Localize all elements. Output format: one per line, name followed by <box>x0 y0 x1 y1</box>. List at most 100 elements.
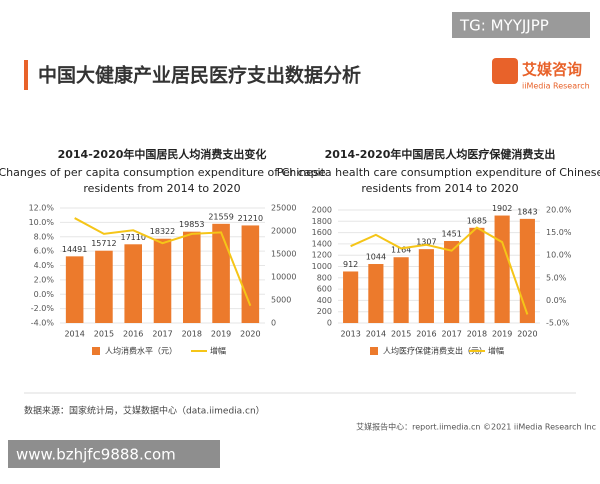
legend-swatch <box>370 347 378 355</box>
legend-label: 增幅 <box>210 346 226 356</box>
logo: 艾媒咨询 <box>522 61 582 79</box>
bar <box>418 249 434 323</box>
legend-label: 人均医疗保健消费支出（元） <box>383 346 487 356</box>
bar <box>65 256 84 323</box>
y2-tick-label: 10.0% <box>546 251 572 260</box>
bar <box>124 244 142 323</box>
line <box>74 217 252 307</box>
bar-label: 18322 <box>150 227 175 236</box>
y-tick-label: 1000 <box>312 262 332 271</box>
x-tick-label: 2016 <box>123 330 143 339</box>
y-tick-label: 400 <box>317 296 332 305</box>
bar-label: 1685 <box>467 216 487 225</box>
legend-swatch <box>92 347 100 355</box>
bar <box>212 223 230 323</box>
y-tick-label: 0.0% <box>34 290 55 299</box>
bar <box>368 264 384 323</box>
line <box>350 226 529 315</box>
page-title: 中国大健康产业居民医疗支出数据分析 <box>38 64 361 87</box>
legend-label: 人均消费水平（元） <box>105 346 177 356</box>
bar-label: 21210 <box>238 214 263 223</box>
x-tick-label: 2014 <box>64 330 84 339</box>
x-tick-label: 2015 <box>94 330 114 339</box>
y-tick-label: 8.0% <box>34 232 55 241</box>
bar <box>343 271 359 323</box>
watermark-bg <box>8 440 220 468</box>
bar <box>183 231 201 323</box>
y2-tick-label: 25000 <box>271 204 296 213</box>
y-tick-label: 800 <box>317 273 332 282</box>
bar <box>469 227 485 323</box>
y-tick-label: 200 <box>317 307 332 316</box>
y2-tick-label: 20000 <box>271 227 296 236</box>
bar <box>494 215 510 323</box>
x-tick-label: 2018 <box>182 330 202 339</box>
x-tick-label: 2015 <box>391 330 411 339</box>
bar-label: 14491 <box>62 245 87 254</box>
bar-label: 1044 <box>366 253 386 262</box>
x-tick-label: 2017 <box>441 330 461 339</box>
bar <box>95 250 113 323</box>
y-tick-label: 6.0% <box>34 247 55 256</box>
y-tick-label: 2000 <box>312 206 332 215</box>
y-tick-label: 1600 <box>312 228 332 237</box>
bar-label: 1451 <box>441 230 461 239</box>
x-tick-label: 2019 <box>492 330 512 339</box>
y-tick-label: 2.0% <box>34 275 55 284</box>
x-tick-label: 2018 <box>467 330 487 339</box>
y2-tick-label: 0 <box>271 319 276 328</box>
y-tick-label: 12.0% <box>29 204 55 213</box>
bar-label: 912 <box>343 260 358 269</box>
y-tick-label: -4.0% <box>31 319 55 328</box>
y-tick-label: 0 <box>327 319 332 328</box>
y2-tick-label: 5000 <box>271 296 291 305</box>
x-tick-label: 2016 <box>416 330 436 339</box>
y2-tick-label: 15.0% <box>546 228 572 237</box>
badge-bg <box>452 12 590 38</box>
x-tick-label: 2019 <box>211 330 231 339</box>
chart-title: 2014-2020年中国居民人均消费支出变化 <box>58 147 267 161</box>
y-tick-label: 1800 <box>312 217 332 226</box>
bar-label: 19853 <box>179 220 204 229</box>
bar-label: 21559 <box>208 212 233 221</box>
y-tick-label: 1200 <box>312 251 332 260</box>
bar-label: 1843 <box>517 207 537 216</box>
y2-tick-label: 15000 <box>271 250 296 259</box>
title-accent <box>24 60 28 90</box>
watermark: www.bzhjfc9888.com <box>16 446 176 464</box>
bar-label: 15712 <box>91 239 116 248</box>
logo-icon <box>492 58 518 84</box>
chart-title: 2014-2020年中国居民人均医疗保健消费支出 <box>325 147 556 161</box>
report: 艾媒报告中心：report.iimedia.cn ©2021 iiMedia R… <box>356 422 596 432</box>
chart-subtitle: Changes of per capita consumption expend… <box>0 166 326 195</box>
bar-label: 1164 <box>391 246 411 255</box>
y2-tick-label: 0.0% <box>546 296 567 305</box>
bar-label: 1307 <box>416 238 436 247</box>
x-tick-label: 2017 <box>152 330 172 339</box>
bar-label: 1902 <box>492 204 512 213</box>
badge: TG: MYYJJPP <box>459 17 549 35</box>
x-tick-label: 2020 <box>240 330 260 339</box>
bar <box>241 225 260 323</box>
y2-tick-label: 20.0% <box>546 206 572 215</box>
y-tick-label: 4.0% <box>34 261 55 270</box>
y-tick-label: -2.0% <box>31 304 55 313</box>
y-tick-label: 10.0% <box>29 218 55 227</box>
legend-label: 增幅 <box>488 346 504 356</box>
y-tick-label: 1400 <box>312 239 332 248</box>
y2-tick-label: 10000 <box>271 273 296 282</box>
bar <box>153 238 172 323</box>
source: 数据来源：国家统计局，艾媒数据中心（data.iimedia.cn） <box>24 405 265 417</box>
y2-tick-label: -5.0% <box>546 319 570 328</box>
bar <box>519 218 535 323</box>
x-tick-label: 2013 <box>340 330 360 339</box>
chart-subtitle: Per capita health care consumption expen… <box>277 166 600 195</box>
x-tick-label: 2020 <box>517 330 537 339</box>
y2-tick-label: 5.0% <box>546 273 567 282</box>
logo-sub: iiMedia Research <box>522 82 590 91</box>
bar <box>444 241 460 323</box>
bar <box>393 257 409 323</box>
x-tick-label: 2014 <box>366 330 386 339</box>
y-tick-label: 600 <box>317 285 332 294</box>
